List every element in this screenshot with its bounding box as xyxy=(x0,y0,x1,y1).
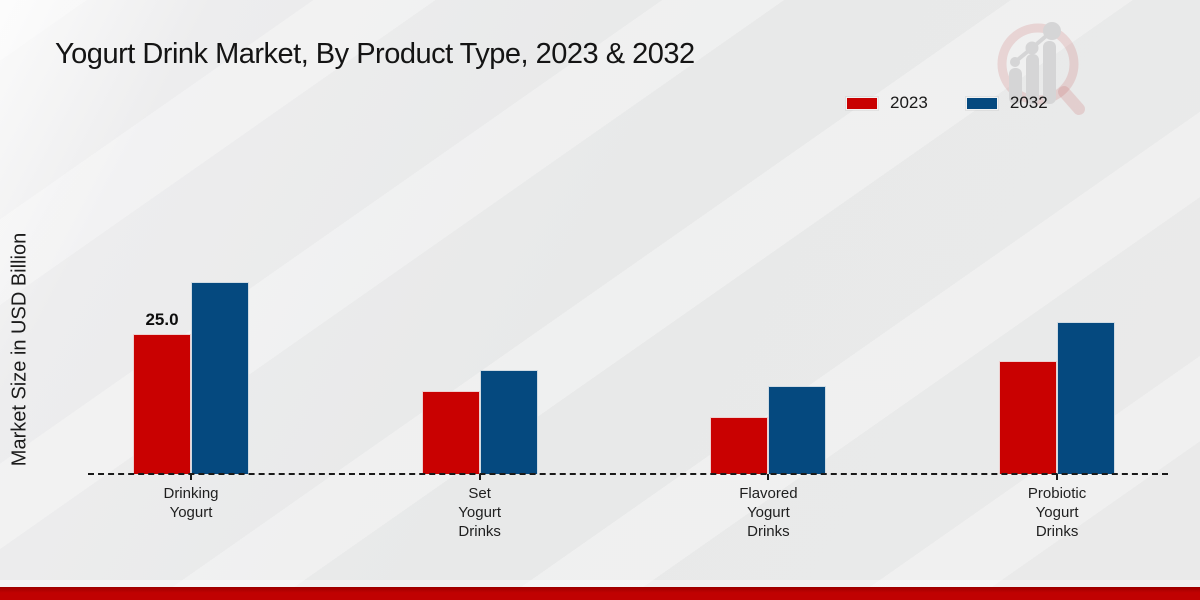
bar-2023-flavored-yogurt-drinks xyxy=(710,417,769,474)
x-category-label-set-yogurt-drinks: Set Yogurt Drinks xyxy=(458,485,502,540)
x-axis-tick xyxy=(478,474,481,480)
bar-2032-drinking-yogurt xyxy=(191,282,249,474)
plot-area: 25.0 Drinking Yogurt Set Yogurt Drinks Flavore… xyxy=(88,150,1168,540)
x-category-label-drinking-yogurt: Drinking Yogurt xyxy=(163,485,219,521)
bar-group-set-yogurt-drinks xyxy=(421,150,538,474)
footer-highlight-strip xyxy=(0,580,1200,587)
x-axis-tick xyxy=(190,474,192,480)
legend-item-2023: 2023 xyxy=(846,93,928,113)
x-axis-baseline xyxy=(88,473,1168,475)
magnifier-bar-chart-logo-icon xyxy=(997,22,1085,115)
bar-2023-set-yogurt-drinks xyxy=(421,391,480,474)
legend-swatch-2032 xyxy=(965,96,998,110)
footer-accent-bar xyxy=(0,587,1200,600)
chart-title: Yogurt Drink Market, By Product Type, 20… xyxy=(55,38,695,70)
bar-2032-probiotic-yogurt-drinks xyxy=(1057,322,1116,474)
legend: 2023 2032 xyxy=(846,93,1048,113)
bar-2023-probiotic-yogurt-drinks xyxy=(999,361,1058,474)
bar-2032-flavored-yogurt-drinks xyxy=(768,386,827,474)
bar-group-flavored-yogurt-drinks xyxy=(710,150,827,474)
legend-label: 2023 xyxy=(890,93,928,112)
legend-item-2032: 2032 xyxy=(965,93,1048,113)
y-axis-label: Market Size in USD Billion xyxy=(8,232,31,467)
bar-value-label: 25.0 xyxy=(145,310,179,329)
bar-group-probiotic-yogurt-drinks xyxy=(999,150,1116,474)
x-category-label-flavored-yogurt-drinks: Flavored Yogurt Drinks xyxy=(739,485,798,540)
x-axis-tick xyxy=(767,474,770,480)
legend-label: 2032 xyxy=(1009,93,1048,112)
bar-group-drinking-yogurt: 25.0 xyxy=(133,150,249,474)
x-axis-tick xyxy=(1056,474,1059,480)
x-category-label-probiotic-yogurt-drinks: Probiotic Yogurt Drinks xyxy=(1027,485,1087,540)
bar-2032-set-yogurt-drinks xyxy=(479,370,538,474)
legend-swatch-2023 xyxy=(846,96,878,110)
bar-2023-drinking-yogurt xyxy=(133,334,191,474)
